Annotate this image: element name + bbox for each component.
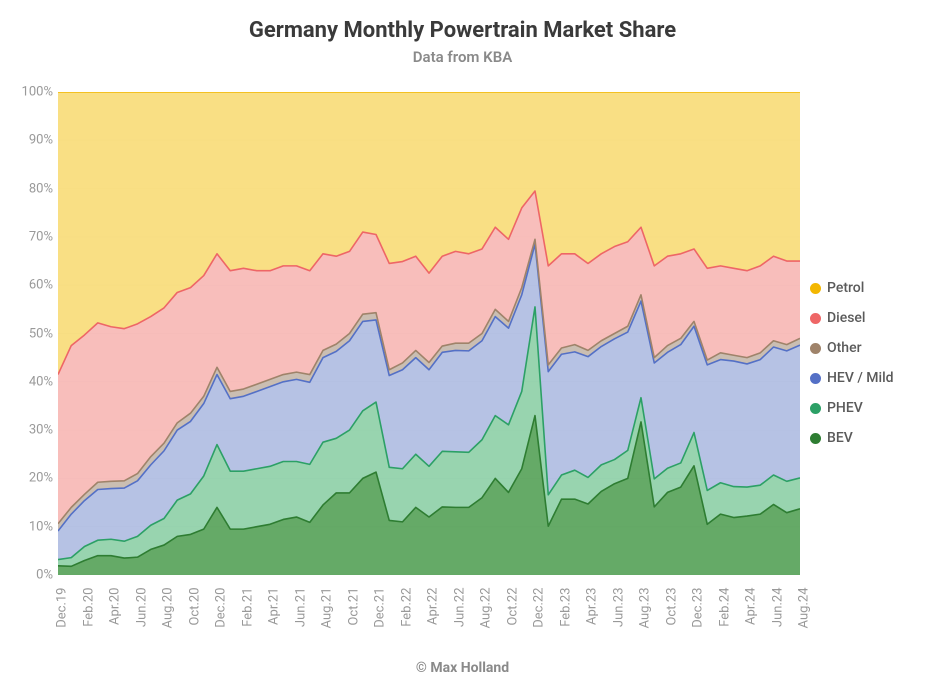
xtick-label: Jun.24 xyxy=(770,588,785,648)
ytick-label: 90% xyxy=(3,133,53,148)
ytick-label: 80% xyxy=(3,181,53,196)
ytick-label: 50% xyxy=(3,326,53,341)
xtick-label: Oct.23 xyxy=(664,588,679,648)
ytick-label: 100% xyxy=(3,85,53,100)
ytick-label: 40% xyxy=(3,374,53,389)
chart-svg xyxy=(58,92,800,575)
xtick-label: Aug.22 xyxy=(479,588,494,648)
legend-label: Petrol xyxy=(827,280,864,296)
legend-item-other: Other xyxy=(810,340,894,356)
legend-item-hev-mild: HEV / Mild xyxy=(810,370,894,386)
xtick-label: Jun.22 xyxy=(452,588,467,648)
xtick-label: Jun.21 xyxy=(293,588,308,648)
xtick-label: Oct.22 xyxy=(505,588,520,648)
xtick-label: Apr.23 xyxy=(585,588,600,648)
xtick-label: Feb.24 xyxy=(717,588,732,648)
legend-label: HEV / Mild xyxy=(827,370,894,386)
xtick-label: Apr.21 xyxy=(267,588,282,648)
xtick-label: Dec.23 xyxy=(691,588,706,648)
ytick-label: 30% xyxy=(3,423,53,438)
plot-area xyxy=(58,92,800,575)
legend-swatch xyxy=(810,283,821,294)
xtick-label: Oct.21 xyxy=(346,588,361,648)
xtick-label: Dec.21 xyxy=(373,588,388,648)
legend-swatch xyxy=(810,373,821,384)
xtick-label: Feb.21 xyxy=(240,588,255,648)
legend-label: PHEV xyxy=(827,400,863,416)
legend-label: Diesel xyxy=(827,310,865,326)
xtick-label: Dec.19 xyxy=(55,588,70,648)
xtick-label: Dec.22 xyxy=(532,588,547,648)
legend-swatch xyxy=(810,343,821,354)
ytick-label: 0% xyxy=(3,568,53,583)
legend-swatch xyxy=(810,433,821,444)
ytick-label: 10% xyxy=(3,519,53,534)
ytick-label: 60% xyxy=(3,278,53,293)
xtick-label: Aug.21 xyxy=(320,588,335,648)
xtick-label: Aug.24 xyxy=(797,588,812,648)
chart-subtitle: Data from KBA xyxy=(0,48,925,66)
legend-swatch xyxy=(810,403,821,414)
legend-item-phev: PHEV xyxy=(810,400,894,416)
xtick-label: Feb.20 xyxy=(81,588,96,648)
xtick-label: Dec.20 xyxy=(214,588,229,648)
legend-swatch xyxy=(810,313,821,324)
legend-label: BEV xyxy=(827,430,853,446)
legend-item-petrol: Petrol xyxy=(810,280,894,296)
chart-credit: © Max Holland xyxy=(0,660,925,676)
xtick-label: Apr.24 xyxy=(744,588,759,648)
xtick-label: Aug.23 xyxy=(638,588,653,648)
xtick-label: Jun.23 xyxy=(611,588,626,648)
xtick-label: Feb.22 xyxy=(399,588,414,648)
legend-label: Other xyxy=(827,340,862,356)
legend-item-diesel: Diesel xyxy=(810,310,894,326)
legend-item-bev: BEV xyxy=(810,430,894,446)
legend: Petrol Diesel Other HEV / Mild PHEV BEV xyxy=(810,280,894,460)
ytick-label: 70% xyxy=(3,229,53,244)
xtick-label: Aug.20 xyxy=(161,588,176,648)
ytick-label: 20% xyxy=(3,471,53,486)
xtick-label: Jun.20 xyxy=(134,588,149,648)
xtick-label: Apr.22 xyxy=(426,588,441,648)
xtick-label: Feb.23 xyxy=(558,588,573,648)
chart-container: { "chart": { "title": "Germany Monthly P… xyxy=(0,0,925,695)
chart-title: Germany Monthly Powertrain Market Share xyxy=(0,18,925,43)
xtick-label: Oct.20 xyxy=(187,588,202,648)
xtick-label: Apr.20 xyxy=(108,588,123,648)
